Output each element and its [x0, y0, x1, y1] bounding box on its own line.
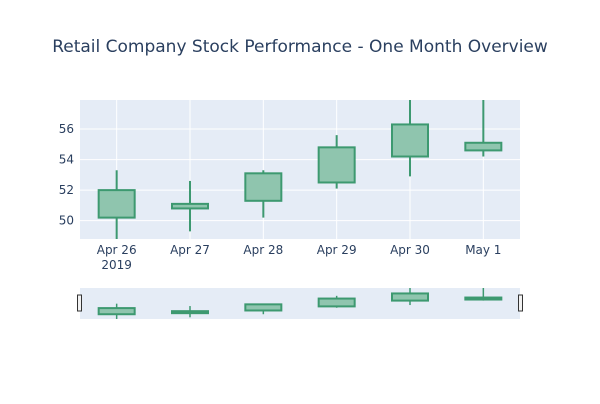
candle-body: [97, 189, 136, 219]
range-slider-preview: [97, 288, 503, 319]
x-tick-label: Apr 29: [317, 243, 357, 257]
candlestick[interactable]: [97, 170, 136, 239]
slider-candlestick: [171, 306, 209, 318]
y-tick-label: 56: [59, 122, 74, 136]
x-tick-year-label: 2019: [101, 258, 132, 272]
slider-candle-body: [171, 310, 209, 315]
slider-candlestick: [464, 288, 503, 301]
candle-body: [391, 123, 429, 158]
slider-candle-body: [391, 292, 429, 302]
x-axis: Apr 26 Apr 27 Apr 28 Apr 29 Apr 30 May 1 2019: [97, 243, 502, 272]
candlestick[interactable]: [317, 135, 356, 189]
x-tick-label: Apr 26: [97, 243, 137, 257]
y-tick-label: 54: [59, 153, 74, 167]
y-tick-label: 52: [59, 183, 74, 197]
slider-candle-body: [244, 303, 283, 312]
slider-candle-body: [464, 296, 503, 301]
candle-body: [244, 172, 283, 202]
candle-body: [464, 141, 503, 152]
slider-candle-body: [97, 307, 136, 316]
x-tick-label: Apr 30: [390, 243, 430, 257]
candlestick[interactable]: [391, 100, 429, 177]
candlesticks: [97, 100, 503, 239]
candle-body: [171, 202, 209, 210]
slider-candlestick: [317, 295, 356, 308]
candlestick[interactable]: [244, 170, 283, 218]
range-slider-handle-right[interactable]: [518, 294, 523, 312]
x-tick-label: Apr 27: [170, 243, 210, 257]
slider-candlestick: [244, 303, 283, 315]
candle-body: [317, 146, 356, 184]
range-slider-handle-left[interactable]: [77, 294, 82, 312]
range-slider[interactable]: [80, 288, 520, 319]
x-tick-label: May 1: [465, 243, 501, 257]
slider-candlestick: [391, 288, 429, 306]
candlestick[interactable]: [171, 180, 209, 232]
candlestick[interactable]: [464, 100, 503, 157]
chart-title: Retail Company Stock Performance - One M…: [52, 37, 548, 57]
plot-area: [80, 100, 520, 239]
y-tick-label: 50: [59, 214, 74, 228]
x-tick-label: Apr 28: [243, 243, 283, 257]
slider-candle-body: [317, 297, 356, 308]
slider-candlestick: [97, 303, 136, 319]
y-axis: 50 52 54 56: [59, 122, 74, 228]
